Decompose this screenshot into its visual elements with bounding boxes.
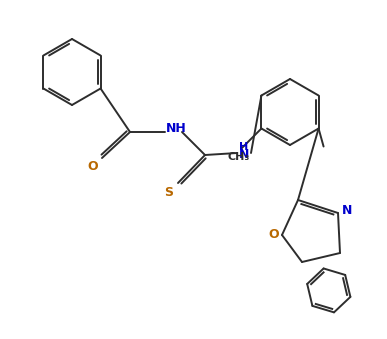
- Text: N: N: [342, 204, 352, 218]
- Text: O: O: [88, 160, 98, 173]
- Text: CH₃: CH₃: [227, 153, 250, 162]
- Text: NH: NH: [166, 121, 187, 135]
- Text: N: N: [239, 148, 249, 161]
- Text: S: S: [164, 185, 173, 199]
- Text: O: O: [269, 228, 279, 241]
- Text: H: H: [239, 142, 248, 152]
